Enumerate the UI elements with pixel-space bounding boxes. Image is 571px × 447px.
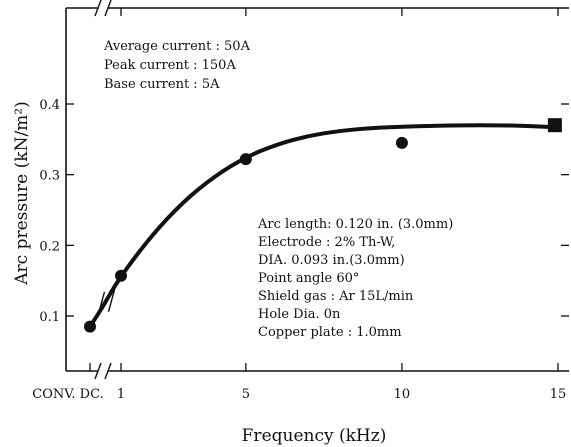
data-point [84, 320, 96, 333]
y-tick-label: 0.1 [39, 310, 60, 325]
curve-break-mark-a [97, 291, 106, 315]
x-tick-label: 5 [242, 387, 250, 402]
annotation-shield-gas: Shield gas : Ar 15L/min [258, 289, 414, 304]
y-tick-label: 0.2 [39, 239, 60, 254]
annotation-point-angle: Point angle 60° [258, 271, 359, 286]
axis-break-mark-top-a [94, 0, 102, 17]
data-point [395, 136, 408, 149]
axis-break-mark-bottom-a [94, 362, 102, 380]
data-points-layer [84, 118, 562, 333]
annotation-hole-diameter: Hole Dia. 0n [258, 307, 341, 322]
fit-curve-segment-low [88, 289, 114, 329]
annotation-copper-plate: Copper plate : 1.0mm [258, 325, 402, 340]
axis-break-mark-top-b [104, 0, 112, 17]
x-axis-ticks: CONV. DC. 1 5 10 15 [32, 8, 566, 402]
fit-curve-segment-main [109, 123, 560, 294]
x-tick-label: 1 [117, 387, 125, 402]
data-point [115, 269, 127, 282]
curve-break-mark-b [107, 289, 116, 313]
axis-break-mark-bottom-b [104, 362, 112, 380]
conditions-annotation: Arc length: 0.120 in. (3.0mm) Electrode … [257, 217, 453, 340]
annotation-base-current: Base current : 5A [104, 77, 220, 92]
y-tick-label: 0.3 [39, 169, 60, 184]
y-tick-label: 0.4 [39, 98, 60, 113]
y-axis-ticks: 0.1 0.2 0.3 0.4 [39, 98, 569, 325]
annotation-electrode: Electrode : 2% Th-W, [258, 235, 395, 250]
top-left-annotation: Average current : 50A Peak current : 150… [103, 39, 251, 92]
plot-frame [65, 0, 569, 380]
annotation-diameter: DIA. 0.093 in.(3.0mm) [258, 253, 405, 268]
data-point-square [547, 118, 562, 133]
annotation-arc-length: Arc length: 0.120 in. (3.0mm) [257, 217, 453, 232]
x-tick-label: CONV. DC. [32, 387, 103, 402]
x-axis-label: Frequency (kHz) [242, 426, 387, 446]
data-point [239, 153, 252, 166]
x-tick-label: 15 [550, 387, 567, 402]
annotation-peak-current: Peak current : 150A [104, 58, 236, 73]
y-axis-label: Arc pressure (kN/m²) [12, 101, 32, 286]
x-tick-label: 10 [394, 387, 411, 402]
annotation-average-current: Average current : 50A [103, 39, 251, 54]
